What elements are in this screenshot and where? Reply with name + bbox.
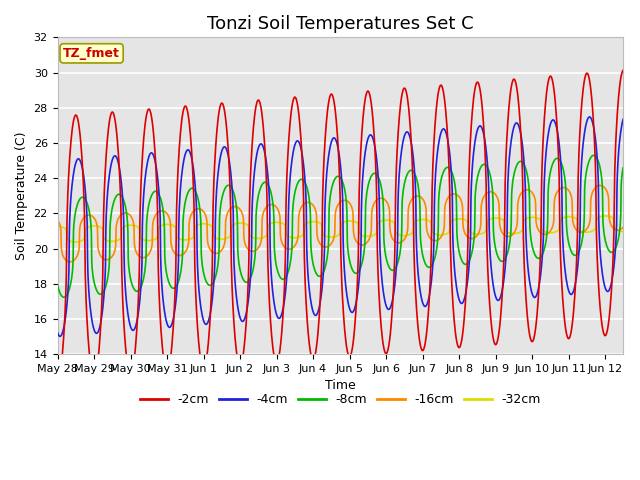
Legend: -2cm, -4cm, -8cm, -16cm, -32cm: -2cm, -4cm, -8cm, -16cm, -32cm [135,388,546,411]
Y-axis label: Soil Temperature (C): Soil Temperature (C) [15,132,28,260]
Title: Tonzi Soil Temperatures Set C: Tonzi Soil Temperatures Set C [207,15,474,33]
X-axis label: Time: Time [325,379,356,393]
Text: TZ_fmet: TZ_fmet [63,47,120,60]
